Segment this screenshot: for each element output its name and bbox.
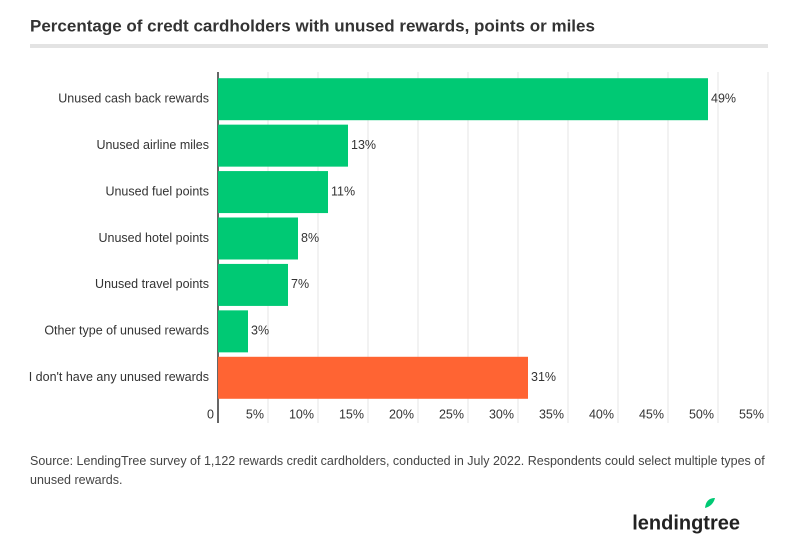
value-label: 13% [351, 138, 376, 152]
value-label: 49% [711, 92, 736, 106]
y-tick-label: Unused hotel points [99, 231, 210, 245]
x-tick-label: 35% [539, 407, 564, 421]
bar [218, 263, 288, 306]
y-tick-label: Unused fuel points [105, 184, 209, 198]
x-tick-label: 20% [389, 407, 414, 421]
x-tick-label: 55% [739, 407, 764, 421]
x-tick-label: 5% [246, 407, 264, 421]
title-rule [30, 44, 768, 48]
logo: lendingtree [632, 512, 740, 534]
y-tick-label: Other type of unused rewards [44, 324, 209, 338]
source-note: Source: LendingTree survey of 1,122 rewa… [30, 454, 765, 487]
x-tick-label: 10% [289, 407, 314, 421]
bar [218, 356, 528, 399]
y-tick-label: Unused travel points [95, 277, 209, 291]
x-tick-label: 40% [589, 407, 614, 421]
value-label: 11% [331, 184, 355, 198]
bar [218, 310, 248, 353]
x-tick-label: 45% [639, 407, 664, 421]
bar [218, 217, 298, 260]
y-tick-label: I don't have any unused rewards [29, 370, 209, 384]
bar [218, 78, 708, 121]
x-tick-label: 15% [339, 407, 364, 421]
value-label: 7% [291, 277, 309, 291]
x-tick-label: 30% [489, 407, 514, 421]
value-label: 8% [301, 231, 319, 245]
value-label: 31% [531, 370, 556, 384]
x-tick-label: 0 [207, 407, 214, 421]
y-tick-label: Unused cash back rewards [58, 92, 209, 106]
bar [218, 171, 328, 214]
x-tick-label: 25% [439, 407, 464, 421]
chart-title: Percentage of credt cardholders with unu… [30, 16, 595, 35]
x-tick-label: 50% [689, 407, 714, 421]
bar [218, 124, 348, 167]
value-label: 3% [251, 324, 269, 338]
y-tick-label: Unused airline miles [96, 138, 209, 152]
logo-leaf [705, 498, 715, 508]
